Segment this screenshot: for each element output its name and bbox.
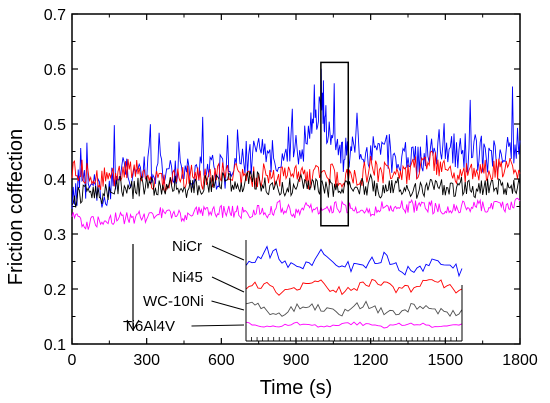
legend-pointer bbox=[191, 324, 245, 327]
series-line-2 bbox=[71, 170, 521, 208]
x-tick-label: 0 bbox=[68, 352, 77, 369]
inset-trace-2 bbox=[245, 300, 463, 317]
x-tick-label: 1800 bbox=[502, 352, 538, 369]
series-line-3 bbox=[71, 197, 521, 230]
x-tick-label: 1500 bbox=[428, 352, 464, 369]
y-tick-label: 0.4 bbox=[44, 172, 66, 189]
y-tick-label: 0.5 bbox=[44, 117, 66, 134]
legend-label: WC-10Ni bbox=[143, 293, 204, 310]
y-tick-label: 0.6 bbox=[44, 62, 66, 79]
legend-label: NiCr bbox=[172, 238, 202, 255]
inset-trace-0 bbox=[245, 245, 463, 278]
legend-label: Ti6Al4V bbox=[123, 318, 175, 335]
series-group bbox=[71, 68, 521, 230]
x-axis-label: Time (s) bbox=[260, 377, 333, 399]
inset-trace-3 bbox=[245, 321, 463, 329]
highlight-box bbox=[320, 61, 350, 227]
y-tick-label: 0.2 bbox=[44, 282, 66, 299]
x-tick-label: 300 bbox=[133, 352, 160, 369]
y-axis-label: Friction coffection bbox=[5, 129, 27, 285]
x-tick-label: 1200 bbox=[353, 352, 389, 369]
inset-panel bbox=[245, 240, 463, 342]
y-tick-label: 0.1 bbox=[44, 337, 66, 354]
y-tick-label: 0.7 bbox=[44, 7, 66, 24]
axes: 0 300 600 900 1200 1500 1800 0.1 0.2 0.3 0.4 0.5 0.6… bbox=[44, 7, 538, 369]
legend-label: Ni45 bbox=[172, 269, 203, 286]
y-tick-label: 0.3 bbox=[44, 227, 66, 244]
legend-pointer bbox=[211, 245, 245, 261]
legend: NiCr Ni45 WC-10Ni Ti6Al4V bbox=[123, 238, 245, 335]
series-line-0 bbox=[71, 68, 521, 209]
legend-pointer bbox=[211, 300, 245, 311]
order-arrow-head bbox=[126, 319, 140, 332]
x-tick-label: 600 bbox=[208, 352, 235, 369]
inset-trace-1 bbox=[245, 278, 463, 296]
plot-frame bbox=[71, 13, 521, 345]
x-tick-label: 900 bbox=[283, 352, 310, 369]
legend-pointer bbox=[211, 276, 245, 293]
